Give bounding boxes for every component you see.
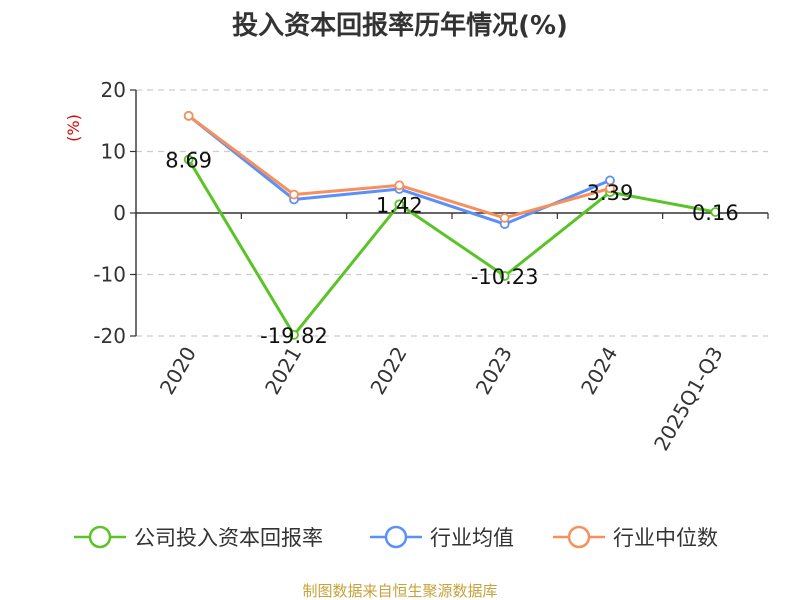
data-point	[499, 213, 510, 223]
data-label: -19.82	[260, 324, 328, 348]
data-point	[710, 207, 721, 217]
data-label: -10.23	[471, 265, 539, 289]
data-label: 8.69	[165, 149, 212, 173]
y-tick-label: -20	[93, 324, 126, 348]
x-tick-labels: 2020 2021 2022 2023 2024 2025Q1-Q3	[155, 343, 728, 455]
y-tick-label: 0	[113, 201, 126, 225]
data-point	[289, 189, 299, 200]
data-labels: 8.69 -19.82 1.42 -10.23 3.39 0.16	[165, 149, 738, 348]
data-point	[499, 271, 510, 281]
data-point	[605, 183, 615, 194]
y-tick-labels: 20 10 0 -10 -20	[93, 78, 126, 348]
source-note: 制图数据来自恒生聚源数据库	[302, 582, 497, 600]
data-point	[183, 110, 194, 121]
legend-marker	[567, 525, 591, 549]
series-line-0	[187, 158, 716, 337]
y-tick-label: -10	[93, 263, 126, 287]
legend-label: 公司投入资本回报率	[134, 526, 323, 550]
data-label: 0.16	[692, 201, 739, 225]
x-tick-label: 2020	[155, 343, 201, 399]
data-point	[394, 199, 405, 210]
chart-title: 投入资本回报率历年情况(%)	[232, 10, 568, 41]
y-axis-label: (%)	[64, 114, 83, 142]
legend-label: 行业中位数	[613, 526, 718, 550]
data-label: 1.42	[376, 193, 423, 217]
legend-marker	[88, 525, 112, 549]
x-tick-label: 2024	[576, 343, 622, 399]
x-tick-label: 2023	[471, 343, 517, 399]
data-point	[289, 329, 299, 340]
y-tick-label: 10	[101, 140, 126, 164]
data-label: 3.39	[587, 181, 634, 205]
legend: 公司投入资本回报率 行业均值 行业中位数	[74, 525, 718, 550]
axes	[130, 89, 769, 337]
x-tick-label: 2022	[365, 343, 411, 399]
y-tick-label: 20	[101, 78, 126, 102]
data-point	[394, 180, 405, 191]
legend-label: 行业均值	[430, 526, 514, 550]
data-point	[183, 154, 194, 165]
x-tick-label: 2021	[260, 343, 306, 399]
series-lines	[183, 110, 721, 340]
x-tick-label: 2025Q1-Q3	[649, 343, 728, 455]
legend-marker	[384, 525, 408, 549]
